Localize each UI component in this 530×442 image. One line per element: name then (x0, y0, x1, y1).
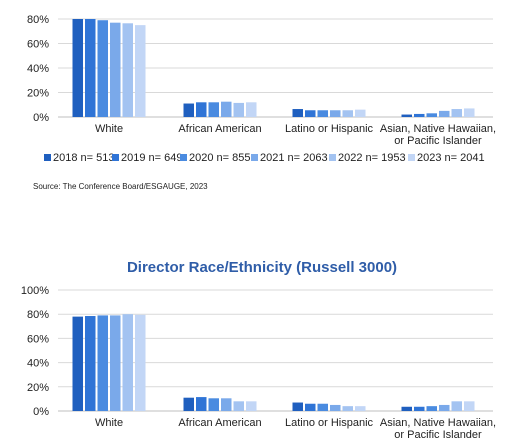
bar (221, 398, 232, 411)
chart-legend: 2018 n= 513 2019 n= 649 2020 n= 855 2021 n=… (44, 152, 485, 164)
bar (355, 406, 366, 411)
bar (292, 402, 303, 411)
category-label: Asian, Native Hawaiian, or Pacific Island… (380, 123, 496, 147)
bar (135, 25, 146, 117)
bar (464, 401, 475, 411)
bar (292, 109, 303, 117)
category-label: African American (178, 123, 261, 135)
bar (183, 103, 194, 117)
bar (246, 401, 257, 411)
bar (233, 401, 244, 411)
bar (246, 102, 257, 117)
category-label: White (95, 417, 123, 429)
y-tick-label: 80% (27, 309, 49, 321)
bar (97, 20, 108, 118)
bar (414, 406, 425, 411)
bar (330, 404, 341, 411)
y-tick-label: 60% (27, 333, 49, 345)
legend-swatch (112, 154, 119, 161)
bar (72, 316, 83, 411)
y-tick-label: 60% (27, 39, 49, 51)
director-race-ethnicity-bar-chart: 0% 20% 40% 60% 80% 100% White African American L… (21, 285, 496, 441)
category-label: Latino or Hispanic (285, 417, 374, 429)
category-label: Asian, Native Hawaiian, or Pacific Island… (380, 417, 496, 441)
y-tick-label: 40% (27, 63, 49, 75)
legend-label: 2023 n= 2041 (417, 152, 485, 164)
bar (401, 406, 412, 411)
legend-label: 2022 n= 1953 (338, 152, 406, 164)
legend-swatch (180, 154, 187, 161)
y-tick-label: 100% (21, 285, 49, 297)
legend-label: 2018 n= 513 (53, 152, 114, 164)
y-tick-label: 80% (27, 14, 49, 26)
bar (355, 109, 366, 117)
bar (221, 101, 232, 117)
bar (196, 102, 207, 117)
legend-label: 2021 n= 2063 (260, 152, 328, 164)
legend-swatch (329, 154, 336, 161)
bar (342, 406, 353, 411)
bar (72, 19, 83, 117)
bar (85, 316, 96, 411)
y-tick-label: 0% (33, 112, 49, 124)
bar (122, 314, 133, 411)
bar (305, 110, 316, 117)
bar (414, 113, 425, 117)
bar (122, 23, 133, 118)
legend-swatch (408, 154, 415, 161)
bar (451, 109, 462, 117)
bar (110, 22, 121, 117)
race-ethnicity-bar-chart-top: 0% 20% 40% 60% 80% White African American Latin… (27, 14, 496, 147)
bar (97, 315, 108, 411)
category-label: White (95, 123, 123, 135)
bar (439, 110, 450, 117)
bar (317, 110, 328, 117)
bar (208, 102, 219, 117)
bar (342, 110, 353, 117)
category-label: African American (178, 417, 261, 429)
legend-swatch (251, 154, 258, 161)
bar (208, 398, 219, 411)
bar (439, 404, 450, 411)
bar (330, 110, 341, 117)
y-tick-label: 0% (33, 406, 49, 418)
legend-label: 2020 n= 855 (189, 152, 250, 164)
bar (135, 314, 146, 411)
y-tick-label: 20% (27, 382, 49, 394)
chart-title: Director Race/Ethnicity (Russell 3000) (127, 259, 397, 276)
bar (317, 403, 328, 411)
y-tick-label: 40% (27, 358, 49, 370)
bar (196, 397, 207, 411)
bar (451, 401, 462, 411)
bar (464, 108, 475, 117)
bar (426, 406, 437, 411)
legend-label: 2019 n= 649 (121, 152, 182, 164)
bar (305, 403, 316, 411)
category-label: Latino or Hispanic (285, 123, 374, 135)
bar (110, 315, 121, 411)
legend-swatch (44, 154, 51, 161)
bar (426, 113, 437, 117)
bar (401, 114, 412, 117)
y-tick-label: 20% (27, 88, 49, 100)
bar (85, 19, 96, 117)
bar (183, 397, 194, 411)
chart-source-note: Source: The Conference Board/ESGAUGE, 20… (33, 182, 208, 191)
bar (233, 102, 244, 117)
